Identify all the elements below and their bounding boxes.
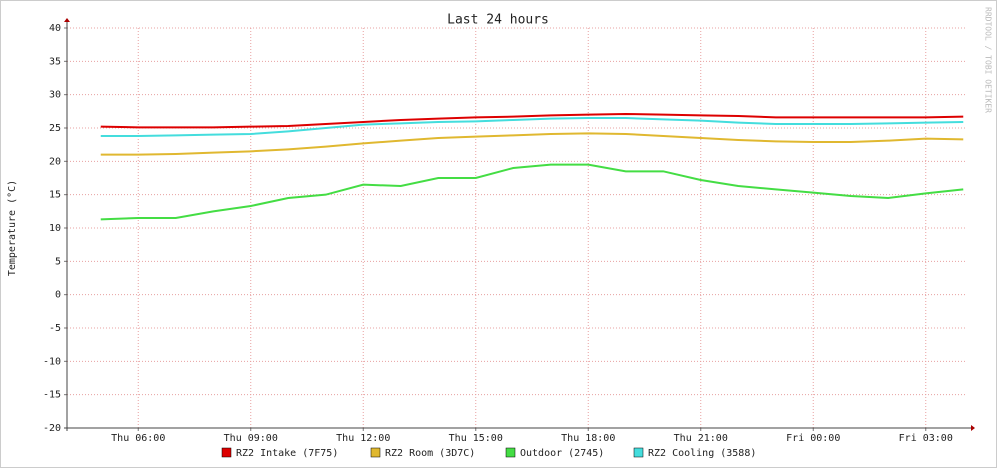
series-line [100,132,964,156]
legend-swatch [633,447,644,458]
x-tick-label: Thu 06:00 [111,433,165,444]
y-axis-label: Temperature (°C) [7,180,18,276]
legend-label: RZ2 Room (3D7C) [385,448,475,459]
legend-label: RZ2 Intake (7F75) [236,448,338,459]
x-axis-arrow [971,425,975,431]
y-tick-label: 15 [49,190,61,201]
y-tick-label: -5 [49,323,61,334]
x-tick-label: Thu 15:00 [449,433,503,444]
y-tick-label: 20 [49,156,61,167]
x-tick-label: Thu 18:00 [561,433,615,444]
x-tick-label: Thu 09:00 [224,433,278,444]
y-tick-label: -10 [43,356,61,367]
y-tick-label: 30 [49,90,61,101]
y-tick-label: 0 [55,290,61,301]
series-line [100,117,964,137]
y-tick-label: 40 [49,23,61,34]
legend-label: Outdoor (2745) [520,448,604,459]
y-tick-label: 35 [49,56,61,67]
y-axis-arrow [64,18,70,22]
x-tick-label: Thu 21:00 [674,433,728,444]
series-line [100,163,964,221]
y-tick-label: 10 [49,223,61,234]
legend-swatch [505,447,516,458]
y-tick-label: -15 [43,390,61,401]
watermark: RRDTOOL / TOBI OETIKER [984,7,993,113]
legend-swatch [370,447,381,458]
x-tick-label: Fri 00:00 [786,433,840,444]
x-tick-label: Thu 12:00 [336,433,390,444]
series-line [100,112,964,129]
chart-title: Last 24 hours [447,13,549,28]
x-tick-label: Fri 03:00 [899,433,953,444]
y-tick-label: 5 [55,256,61,267]
legend-label: RZ2 Cooling (3588) [648,448,756,459]
y-tick-label: -20 [43,423,61,434]
y-tick-label: 25 [49,123,61,134]
legend-swatch [221,447,232,458]
